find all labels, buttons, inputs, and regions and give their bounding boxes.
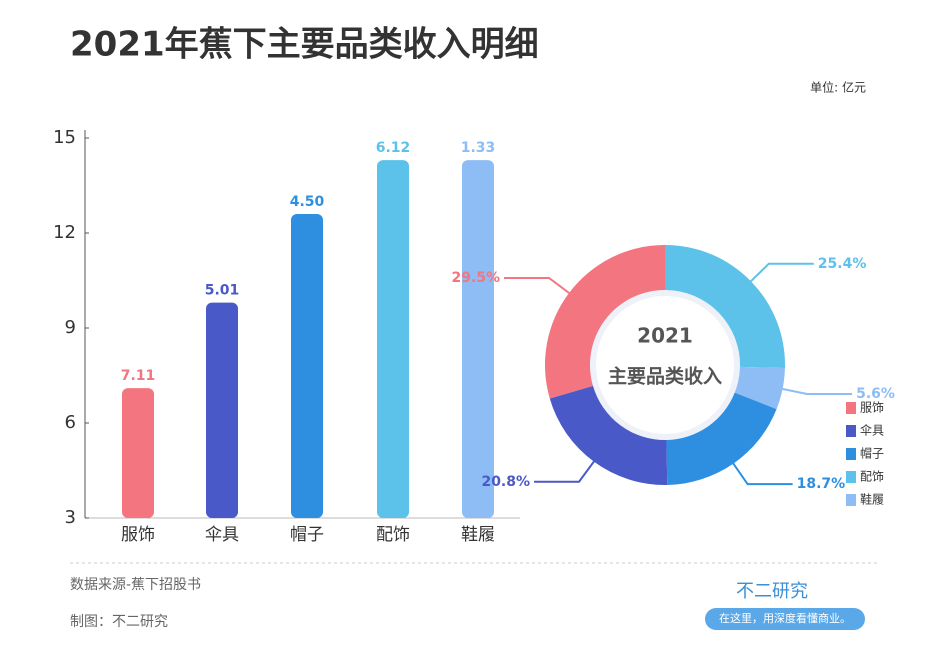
bar-label: 7.11	[121, 368, 156, 384]
y-tick-label: 3	[65, 507, 76, 528]
source: 数据来源-蕉下招股书	[70, 577, 201, 593]
donut-hole	[590, 290, 740, 440]
y-tick-label: 15	[53, 127, 76, 148]
bar-label: 4.50	[290, 194, 325, 210]
slogan-box	[705, 608, 865, 630]
leader-line	[774, 386, 853, 395]
slice-label: 29.5%	[451, 270, 500, 286]
slice-label: 25.4%	[818, 256, 867, 272]
donut-slice	[734, 366, 785, 410]
legend-label: 鞋履	[860, 492, 884, 507]
x-tick-label: 鞋履	[461, 525, 495, 545]
bar	[122, 388, 154, 518]
leader-line	[744, 262, 814, 288]
leader-line	[534, 454, 600, 483]
center-subtitle: 主要品类收入	[608, 365, 722, 388]
legend-swatch	[846, 425, 856, 437]
x-tick-label: 服饰	[121, 525, 155, 545]
title: 2021年蕉下主要品类收入明细	[70, 25, 539, 65]
leader-line	[728, 456, 793, 486]
slice-label: 5.6%	[856, 386, 895, 402]
y-tick-label: 12	[53, 222, 76, 243]
donut-slice	[666, 392, 777, 485]
donut-slice	[549, 385, 668, 485]
unit: 单位: 亿元	[810, 80, 866, 95]
legend-label: 服饰	[860, 401, 884, 415]
legend-swatch	[846, 448, 856, 460]
x-tick-label: 伞具	[205, 525, 239, 545]
brand: 不二研究	[736, 581, 808, 602]
x-tick-label: 帽子	[290, 525, 324, 545]
center-title: 2021	[637, 324, 693, 348]
slice-label: 20.8%	[481, 474, 530, 490]
bar-label: 6.12	[376, 140, 411, 156]
donut-slice	[545, 245, 665, 399]
slogan: 在这里，用深度看懂商业。	[719, 611, 851, 625]
legend-swatch	[846, 494, 856, 506]
donut-slice	[665, 245, 786, 369]
legend-label: 帽子	[860, 446, 884, 461]
legend-label: 配饰	[860, 470, 884, 484]
leader-line	[504, 276, 577, 299]
bar	[291, 214, 323, 518]
credit: 制图：不二研究	[70, 614, 168, 630]
legend-swatch	[846, 471, 856, 483]
slice-label: 18.7%	[797, 476, 846, 492]
y-tick-label: 9	[65, 317, 76, 338]
y-tick-label: 6	[65, 412, 76, 433]
x-tick-label: 配饰	[376, 525, 410, 545]
bar	[377, 160, 409, 518]
bar	[206, 302, 238, 518]
bar-label: 1.33	[461, 140, 496, 156]
legend-label: 伞具	[860, 423, 884, 438]
legend-swatch	[846, 402, 856, 414]
bar-label: 5.01	[205, 283, 240, 299]
bar	[462, 160, 494, 518]
